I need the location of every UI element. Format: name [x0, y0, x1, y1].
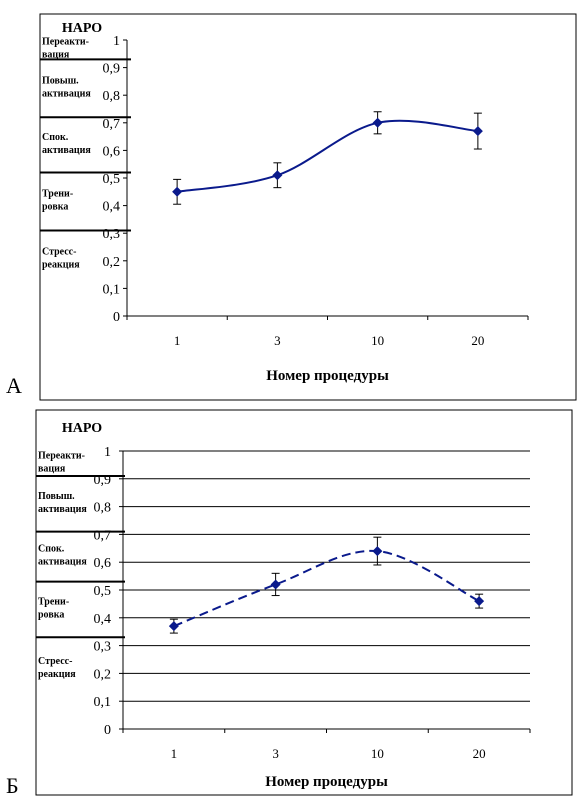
y-tick-label: 0,6: [94, 556, 112, 571]
y-tick-label: 0,5: [103, 172, 121, 187]
zone-label: реакция: [38, 669, 76, 680]
panel-label-b: Б: [6, 773, 19, 798]
zone-label: Повыш.: [42, 75, 79, 86]
zone-label: Трени-: [38, 596, 69, 607]
data-point: [372, 546, 383, 557]
x-axis-label: Номер процедуры: [266, 368, 389, 384]
y-tick-label: 0,2: [103, 255, 121, 270]
y-tick-label: 0,7: [103, 117, 121, 132]
zone-label: Стресс-: [38, 656, 72, 667]
zone-label: вация: [38, 464, 66, 475]
zone-label: активация: [38, 557, 87, 568]
series-line: [173, 549, 480, 628]
y-tick-label: 0,3: [103, 227, 121, 242]
zone-label: активация: [42, 88, 91, 99]
zone-label: Трени-: [42, 188, 73, 199]
data-point: [172, 186, 183, 197]
zone-label: ровка: [38, 609, 64, 620]
x-tick-label: 3: [272, 746, 279, 761]
y-tick-label: 0: [104, 723, 111, 738]
x-tick-label: 1: [171, 746, 178, 761]
y-tick-label: 0,8: [94, 501, 112, 516]
zone-label: реакция: [42, 259, 80, 270]
chart-title: НАРО: [62, 21, 102, 36]
data-point: [168, 621, 179, 632]
zone-label: Спок.: [38, 544, 65, 555]
zone-label: Повыш.: [38, 491, 75, 502]
data-point: [474, 596, 485, 607]
data-point: [272, 170, 283, 181]
x-axis-label: Номер процедуры: [265, 774, 388, 790]
x-tick-label: 10: [371, 333, 384, 348]
data-point: [472, 126, 483, 137]
y-tick-label: 0,9: [94, 473, 112, 488]
zone-label: ровка: [42, 201, 68, 212]
data-point: [372, 117, 383, 128]
y-tick-label: 0,3: [94, 640, 112, 655]
chart-frame: [35, 409, 573, 796]
x-tick-label: 20: [473, 746, 486, 761]
y-tick-label: 0,6: [103, 144, 121, 159]
x-tick-label: 20: [471, 333, 484, 348]
zone-label: активация: [38, 504, 87, 515]
zone-label: Спок.: [42, 132, 69, 143]
zone-label: Стресс-: [42, 246, 76, 257]
zone-label: вация: [42, 50, 70, 61]
chart-frame: [39, 13, 577, 401]
chart-title: НАРО: [62, 421, 102, 436]
y-tick-label: 0,4: [94, 612, 112, 627]
zone-label: Переакти-: [42, 37, 89, 48]
y-tick-label: 0,2: [94, 667, 112, 682]
y-tick-label: 0,9: [103, 62, 121, 77]
x-tick-label: 3: [274, 333, 281, 348]
x-tick-label: 10: [371, 746, 384, 761]
y-tick-label: 1: [104, 445, 111, 460]
y-tick-label: 0,1: [103, 282, 121, 297]
x-tick-label: 1: [174, 333, 181, 348]
panel-label-a: А: [6, 373, 22, 398]
y-tick-label: 0,5: [94, 584, 112, 599]
data-point: [270, 579, 281, 590]
y-tick-label: 0,8: [103, 89, 121, 104]
y-tick-label: 1: [113, 34, 120, 49]
series-line: [176, 119, 478, 193]
zone-label: Переакти-: [38, 451, 85, 462]
y-tick-label: 0,1: [94, 695, 112, 710]
y-tick-label: 0,7: [94, 528, 112, 543]
zone-label: активация: [42, 145, 91, 156]
y-tick-label: 0: [113, 310, 120, 325]
y-tick-label: 0,4: [103, 200, 121, 215]
